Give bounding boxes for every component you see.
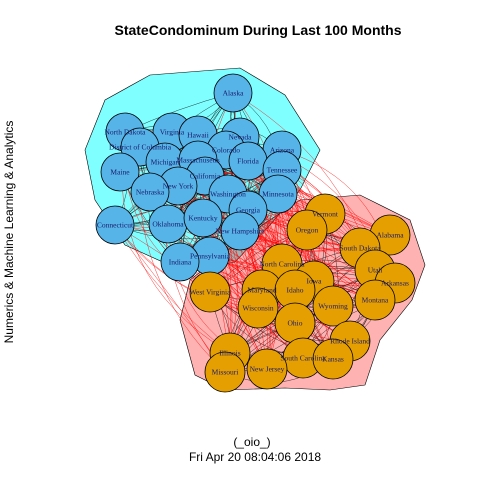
node-minnesota [258,174,298,214]
node-label-wyoming: Wyoming [318,302,348,311]
footer-line2: Fri Apr 20 08:04:06 2018 [189,450,321,464]
node-label-missouri: Missouri [212,368,239,377]
node-label-massachusetts: Massachusetts [176,156,219,165]
node-label-kentucky: Kentucky [188,214,217,223]
node-label-colorado: Colorado [212,146,240,155]
node-indiana [160,242,200,282]
node-label-indiana: Indiana [169,258,192,267]
node-label-iowa: Iowa [307,277,323,286]
edge [114,224,231,354]
node-wisconsin [237,287,279,329]
node-label-north-dakota: North Dakota [104,128,146,137]
y-axis-label: Numerics & Machine Learning & Analytics [2,121,16,344]
node-kansas [312,338,354,380]
node-label-maine: Maine [110,168,130,177]
node-label-district-of-columbia: District of Columbia [109,143,172,152]
node-label-alaska: Alaska [223,89,244,98]
node-kentucky [183,198,223,238]
node-label-arkansas: Arkansas [381,279,409,288]
node-label-utah: Utah [368,266,383,275]
node-missouri [204,351,246,393]
node-label-montana: Montana [362,296,389,305]
node-label-pennsylvania: Pennsylvania [190,252,231,261]
node-label-idaho: Idaho [286,286,303,295]
edge [243,160,296,324]
node-label-ohio: Ohio [288,319,303,328]
edge [177,185,376,301]
node-label-california: California [190,172,221,181]
node-label-oregon: Oregon [296,226,319,235]
node-connecticut [95,205,135,245]
node-alaska [213,73,253,113]
node-label-south-carolina: South Carolina [280,354,326,363]
node-label-illinois: Illinois [219,349,240,358]
footer-line1: (_oio_) [233,435,270,449]
node-label-connecticut: Connecticut [97,221,134,230]
node-label-florida: Florida [237,157,259,166]
node-label-nevada: Nevada [229,133,253,142]
node-label-kansas: Kansas [322,355,344,364]
node-label-south-dakota: South Dakota [339,244,381,253]
node-label-nebraska: Nebraska [136,188,165,197]
plot-title: StateCondominum During Last 100 Months [114,22,401,38]
node-label-tennessee: Tennessee [267,166,298,175]
node-label-virginia: Virginia [160,128,185,137]
node-label-hawaii: Hawaii [187,131,209,140]
node-label-maryland: Maryland [247,286,276,295]
node-label-new-hampshire: New Hampshire [216,227,266,236]
node-label-georgia: Georgia [236,206,261,215]
node-label-arizona: Arizona [270,146,295,155]
node-label-wisconsin: Wisconsin [242,304,274,313]
node-label-new-york: New York [163,182,194,191]
node-label-north-carolina: North Carolina [259,260,305,269]
node-label-washington: Washington [210,190,246,199]
node-new-hampshire [220,211,260,251]
node-label-west-virginia: West Virginia [190,288,232,297]
nodes: Alaska North Dakota Virginia Hawaii Nevada Di… [95,73,416,393]
node-new-jersey [246,348,288,390]
node-label-vermont: Vermont [312,210,339,219]
node-label-rhode-island: Rhode Island [330,337,370,346]
node-label-alabama: Alabama [376,231,404,240]
node-wyoming [312,285,354,327]
node-montana [354,279,396,321]
node-label-michigan: Michigan [151,158,180,167]
node-label-new-jersey: New Jersey [250,365,285,374]
node-label-oklahoma: Oklahoma [152,220,184,229]
node-label-minnesota: Minnesota [262,190,294,199]
node-maine [100,152,140,192]
node-oregon [286,209,328,251]
node-nebraska [130,172,170,212]
node-west-virginia [189,271,231,313]
